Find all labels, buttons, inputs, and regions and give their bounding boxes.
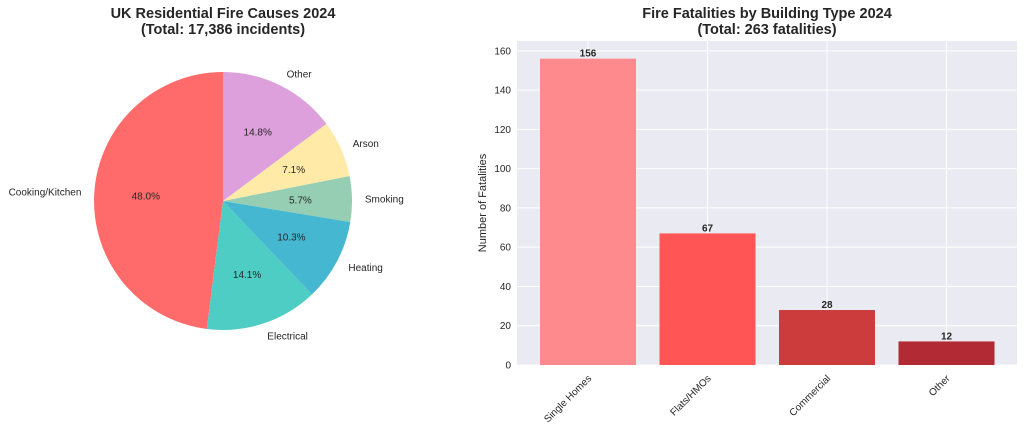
x-tick-label-other: Other (927, 373, 953, 399)
x-tick-label-single-homes: Single Homes (542, 373, 594, 425)
bar-value-label-other: 12 (941, 331, 953, 342)
pie-slice-electrical (206, 201, 312, 330)
y-tick-label: 0 (505, 361, 511, 372)
pie-title-line2: (Total: 17,386 incidents) (141, 22, 305, 38)
y-tick-label: 40 (500, 282, 512, 293)
pie-pct-label-other: 14.8% (244, 127, 272, 138)
pie-slice-arson (223, 123, 350, 201)
bar-commercial (779, 310, 875, 365)
y-tick-label: 140 (494, 86, 511, 97)
pie-title-line1: UK Residential Fire Causes 2024 (111, 6, 336, 22)
y-tick-label: 60 (500, 243, 512, 254)
y-tick-label: 80 (500, 203, 512, 214)
pie-slice-smoking (223, 176, 352, 222)
y-tick-label: 160 (494, 46, 511, 57)
pie-label-electrical: Electrical (267, 331, 308, 342)
bar-other (898, 341, 995, 365)
y-tick-label: 100 (494, 164, 511, 175)
x-tick-label-commercial: Commercial (788, 373, 833, 418)
pie-label-other: Other (287, 70, 313, 81)
y-axis-ticks: 0 20 40 60 80 100 120 140 160 (494, 46, 511, 371)
y-tick-label: 120 (494, 125, 511, 136)
x-axis-ticks: Single Homes Flats/HMOs Commercial Other (542, 373, 953, 425)
pie-slice-heating (223, 201, 351, 295)
bar-value-label-flats-hmos: 67 (702, 223, 714, 234)
bar-single-homes (540, 58, 636, 365)
pie-label-cooking-kitchen: Cooking/Kitchen (9, 188, 82, 199)
bar-title-line1: Fire Fatalities by Building Type 2024 (642, 6, 892, 22)
pie-slices (94, 72, 352, 330)
bar-value-label-single-homes: 156 (580, 49, 597, 60)
bars: 156 67 28 12 (540, 49, 995, 365)
bar-title-line2: (Total: 263 fatalities) (697, 22, 836, 38)
pie-label-heating: Heating (348, 263, 382, 274)
bar-flats-hmos (659, 233, 756, 365)
pie-pct-label-electrical: 14.1% (233, 270, 261, 281)
pie-label-arson: Arson (353, 139, 379, 150)
pie-slice-cooking-kitchen (94, 72, 223, 329)
pie-pct-label-arson: 7.1% (282, 165, 305, 176)
y-tick-label: 20 (500, 321, 512, 332)
pie-pct-label-smoking: 5.7% (289, 195, 312, 206)
pie-pct-label-cooking-kitchen: 48.0% (132, 192, 160, 203)
bar-chart: Fire Fatalities by Building Type 2024 (T… (477, 6, 1017, 425)
pie-chart: UK Residential Fire Causes 2024 (Total: … (9, 6, 404, 342)
pie-slice-other (223, 72, 327, 201)
bar-value-label-commercial: 28 (821, 300, 833, 311)
x-tick-label-flats-hmos: Flats/HMOs (669, 373, 714, 418)
pie-label-smoking: Smoking (365, 194, 404, 205)
y-axis-label: Number of Fatalities (477, 153, 489, 252)
pie-labels: 48.0% Cooking/Kitchen 14.1% Electrical 10.3%… (9, 70, 404, 343)
pie-pct-label-heating: 10.3% (277, 233, 305, 244)
